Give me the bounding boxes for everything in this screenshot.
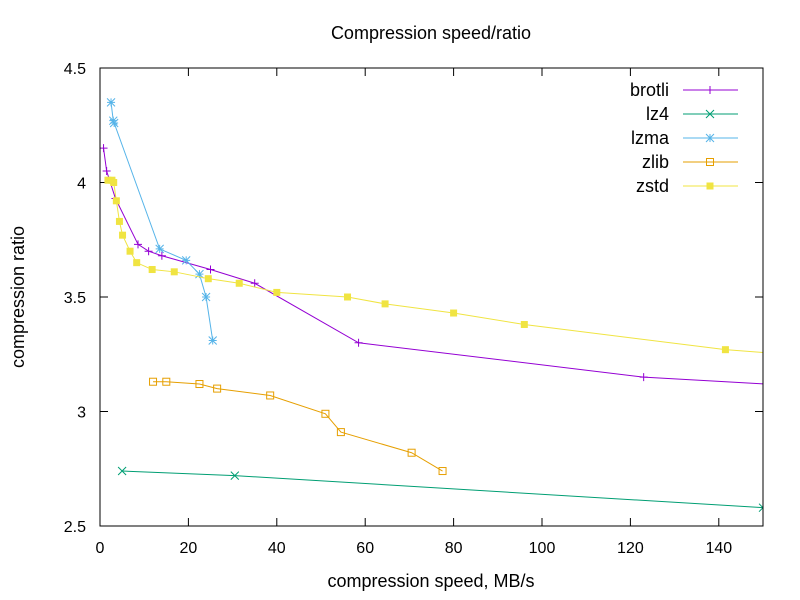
data-point-zstd <box>204 275 212 283</box>
data-point-brotli <box>134 240 143 249</box>
data-point-zstd <box>110 179 118 186</box>
x-tick-label: 140 <box>705 540 732 557</box>
y-tick-label: 3.5 <box>64 290 86 307</box>
legend-entry-lzma: lzma <box>631 128 738 148</box>
y-tick-label: 4.5 <box>64 61 86 78</box>
x-tick-label: 0 <box>96 540 105 557</box>
data-point-lzma <box>201 292 211 302</box>
x-tick-label: 100 <box>529 540 556 557</box>
axis-ticks: 0 20 40 60 80 100 120 140 2.5 3 3.5 4 4.5 <box>64 61 763 557</box>
series-brotli <box>100 144 763 385</box>
series-zstd <box>104 176 789 358</box>
plot-frame <box>99 67 764 527</box>
legend-marker <box>705 133 715 143</box>
data-point-zlib <box>162 377 171 386</box>
data-point-zstd <box>450 309 458 317</box>
data-point-zlib <box>149 377 158 386</box>
series-line-lz4 <box>122 470 763 509</box>
y-tick-label: 2.5 <box>64 519 86 536</box>
data-point-zlib <box>407 448 416 457</box>
data-point-zstd <box>381 300 389 308</box>
legend-entry-zlib: zlib <box>642 152 738 172</box>
data-point-brotli <box>354 338 363 347</box>
data-point-zstd <box>273 288 281 296</box>
data-point-brotli <box>144 247 153 256</box>
y-tick-label: 3 <box>77 405 86 422</box>
data-point-zstd <box>148 266 156 274</box>
data-point-zstd <box>782 351 789 358</box>
data-point-lzma <box>208 336 218 345</box>
chart-title: Compression speed/ratio <box>331 23 531 43</box>
legend-entry-zstd: zstd <box>636 176 738 196</box>
data-point-zstd <box>115 217 123 225</box>
data-point-brotli <box>157 251 166 260</box>
data-point-lz4 <box>230 471 240 480</box>
x-tick-label: 20 <box>180 540 198 557</box>
legend-label: zstd <box>636 176 669 196</box>
data-point-zstd <box>235 279 243 287</box>
legend-marker <box>706 86 714 94</box>
series-layer <box>100 97 789 513</box>
data-point-zstd <box>170 268 178 276</box>
x-tick-label: 120 <box>617 540 644 557</box>
series-zlib <box>149 377 447 476</box>
data-point-zstd <box>721 346 729 354</box>
legend-label: lz4 <box>646 104 669 124</box>
data-point-zstd <box>112 197 120 205</box>
data-point-zstd <box>133 259 141 267</box>
data-point-brotli <box>100 144 108 153</box>
data-point-lz4 <box>758 503 763 513</box>
y-tick-label: 4 <box>77 176 86 193</box>
data-point-zstd <box>104 176 112 184</box>
series-line-brotli <box>103 148 763 385</box>
legend-entry-brotli: brotli <box>630 80 738 100</box>
data-point-zstd <box>520 320 528 328</box>
data-point-lzma <box>106 97 116 107</box>
data-point-lz4 <box>117 466 127 476</box>
data-point-brotli <box>206 265 215 274</box>
data-point-zlib <box>266 391 275 400</box>
x-axis-title: compression speed, MB/s <box>327 571 534 591</box>
series-lz4 <box>117 466 763 513</box>
legend: brotli lz4 lzma zlib zstd <box>630 80 738 196</box>
data-point-zlib <box>438 467 447 476</box>
data-point-brotli <box>250 279 259 288</box>
legend-entry-lz4: lz4 <box>646 104 738 124</box>
legend-marker <box>706 182 714 190</box>
data-point-lzma <box>181 256 191 265</box>
data-point-lzma <box>155 244 165 254</box>
data-point-zlib <box>321 409 330 418</box>
series-lzma <box>106 97 218 345</box>
data-point-zlib <box>336 428 345 437</box>
series-line-zlib <box>153 381 443 472</box>
data-point-zstd <box>119 231 127 239</box>
data-point-lzma <box>108 116 118 126</box>
series-line-zstd <box>107 179 763 354</box>
legend-label: lzma <box>631 128 670 148</box>
x-tick-label: 40 <box>268 540 286 557</box>
data-point-zstd <box>126 247 134 255</box>
data-point-brotli <box>102 167 111 176</box>
legend-label: brotli <box>630 80 669 100</box>
y-axis-title: compression ratio <box>8 226 28 368</box>
data-point-brotli <box>639 373 648 382</box>
data-point-lzma <box>195 269 204 279</box>
legend-marker <box>705 109 715 119</box>
data-point-zlib <box>195 380 204 389</box>
data-point-zlib <box>213 384 222 393</box>
x-tick-label: 80 <box>445 540 463 557</box>
legend-label: zlib <box>642 152 669 172</box>
legend-marker <box>706 158 714 166</box>
data-point-lzma <box>109 118 119 128</box>
data-point-zstd <box>344 293 352 301</box>
x-tick-label: 60 <box>356 540 374 557</box>
